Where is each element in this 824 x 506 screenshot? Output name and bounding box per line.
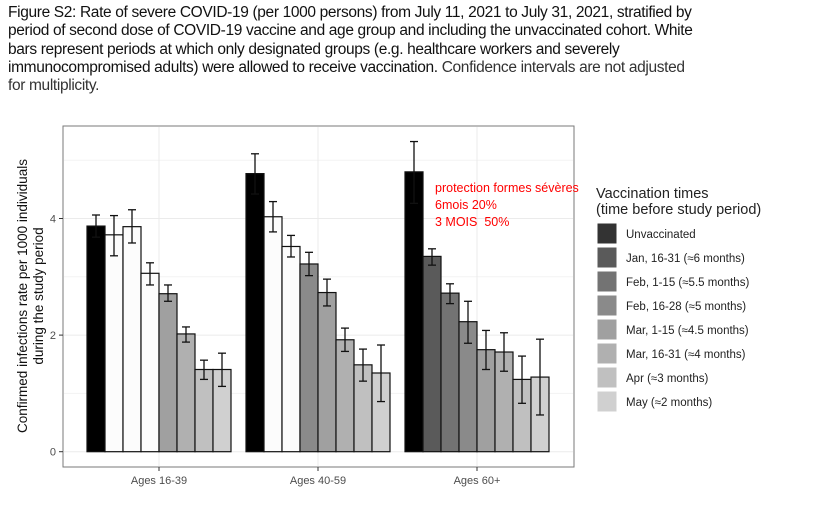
legend-title-line1: Vaccination times [596,186,709,202]
legend-key [596,318,618,341]
bar [140,272,160,453]
legend-key [596,222,618,245]
caption-line: bars represent periods at which only des… [8,40,620,58]
bar [404,171,424,453]
bar [299,263,319,453]
legend-label: Jan, 16-31 (≈6 months) [626,253,745,265]
y-tick-label: 0 [50,447,56,459]
annotation: protection formes sévères 6mois 20% 3 MO… [435,181,579,229]
figure-caption: Figure S2: Rate of severe COVID-19 (per … [8,4,693,95]
caption-line: period of second dose of COVID-19 vaccin… [8,22,693,40]
y-axis-title-line1: Confirmed infections rate per 1000 indiv… [15,159,30,433]
annotation-line3: 3 MOIS 50% [435,215,509,229]
annotation-line1: protection formes sévères [435,181,579,195]
bar [158,293,178,453]
legend-label: Apr (≈3 months) [626,373,709,385]
bar [122,226,142,453]
legend-label: Mar, 1-15 (≈4.5 months) [626,325,749,337]
bar [245,173,265,453]
legend: Vaccination times (time before study per… [596,186,761,413]
bar [104,234,124,453]
annotation-line2: 6mois 20% [435,198,497,212]
caption-line: for multiplicity. [8,77,100,95]
legend-label: Feb, 1-15 (≈5.5 months) [626,277,749,289]
caption-line: Figure S2: Rate of severe COVID-19 (per … [8,4,692,21]
x-axis: Ages 16-39 Ages 40-59 Ages 60+ [131,467,501,487]
legend-key [596,270,618,293]
bar [422,255,442,453]
x-tick-label: Ages 40-59 [290,475,346,487]
legend-label: Feb, 16-28 (≈5 months) [626,301,746,313]
legend-title-line2: (time before study period) [596,202,761,218]
caption-text-ci: Confidence intervals are not adjusted [437,58,685,76]
caption-line: immunocompromised adults) were allowed t… [8,59,692,77]
bar [281,245,301,453]
x-tick-label: Ages 60+ [454,475,501,487]
bar [176,333,196,453]
bar [440,292,460,453]
y-axis: 0 2 4 [50,214,63,459]
y-axis-title-line2: during the study period [31,227,46,364]
bar [86,225,106,453]
legend-label: May (≈2 months) [626,397,712,409]
y-tick-label: 2 [50,330,56,342]
x-tick-label: Ages 16-39 [131,475,187,487]
bars [86,140,550,453]
legend-key [596,246,618,269]
legend-key [596,390,618,413]
bar [194,368,214,453]
bar [263,216,283,453]
y-tick-label: 4 [50,214,56,226]
bar [317,291,337,453]
legend-key [596,366,618,389]
legend-key [596,294,618,317]
legend-label: Unvaccinated [626,229,696,241]
legend-key [596,342,618,365]
caption-text: immunocompromised adults) were allowed t… [8,58,438,76]
bar [335,339,355,453]
legend-label: Mar, 16-31 (≈4 months) [626,349,746,361]
